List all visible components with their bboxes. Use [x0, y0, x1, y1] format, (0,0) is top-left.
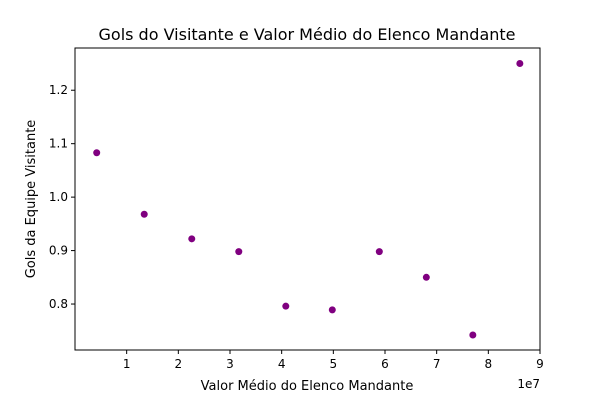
x-tick-label: 8: [485, 357, 493, 371]
y-axis-label: Gols da Equipe Visitante: [24, 120, 39, 279]
data-point: [469, 331, 477, 339]
data-point: [188, 235, 196, 243]
data-point: [422, 273, 430, 281]
y-tick-label: 0.8: [49, 297, 68, 311]
x-axis-label: Valor Médio do Elenco Mandante: [201, 379, 414, 394]
x-tick-label: 3: [226, 357, 234, 371]
y-tick-label: 0.9: [49, 244, 68, 258]
x-tick-label: 2: [175, 357, 183, 371]
y-tick-label: 1.1: [49, 137, 68, 151]
plot-area: [74, 47, 541, 351]
x-axis: 1 2 3 4 5 6 7 8 9: [123, 350, 544, 371]
data-point: [328, 306, 336, 314]
x-tick-label: 7: [433, 357, 441, 371]
x-tick-label: 4: [278, 357, 286, 371]
x-tick-label: 9: [536, 357, 544, 371]
plot-frame: [74, 47, 541, 351]
data-point: [516, 60, 524, 68]
data-point: [375, 248, 383, 256]
x-tick-label: 6: [381, 357, 389, 371]
y-tick-label: 1.0: [49, 190, 68, 204]
chart-title: Gols do Visitante e Valor Médio do Elenc…: [99, 25, 516, 44]
data-point: [93, 149, 101, 157]
x-axis-offset-label: 1e7: [517, 377, 540, 391]
data-point: [282, 302, 290, 310]
data-point: [235, 248, 243, 256]
x-tick-label: 5: [330, 357, 338, 371]
data-point: [140, 210, 148, 218]
y-tick-label: 1.2: [49, 83, 68, 97]
y-axis: 0.8 0.9 1.0 1.1 1.2: [49, 83, 75, 311]
x-tick-label: 1: [123, 357, 131, 371]
data-points: [93, 60, 524, 339]
